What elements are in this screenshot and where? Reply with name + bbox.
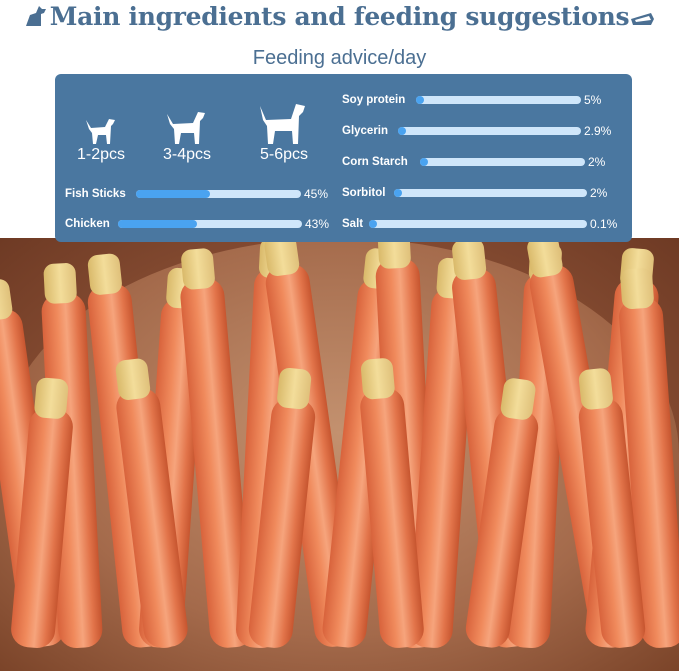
ingredient-bar [136,190,301,198]
dog-medium: 3-4pcs [163,106,211,164]
title-text: Main ingredients and feeding suggestions [49,2,630,31]
ingredient-value: 5% [584,93,602,107]
ingredient-row: Fish Sticks 45% [55,187,632,201]
ingredient-bar-fill [398,127,406,135]
ingredient-value: 2.9% [584,124,612,138]
ingredient-name: Fish Sticks [65,188,126,200]
ingredient-name: Chicken [65,218,110,230]
ingredient-bar-fill [420,158,428,166]
dog-small: 1-2pcs [77,114,125,164]
ingredient-name: Glycerin [342,125,389,137]
ingredient-name: Salt [342,218,364,230]
page-title: Main ingredients and feeding suggestions [0,2,679,31]
product-photo [0,238,679,671]
dog-large: 5-6pcs [258,98,310,164]
ingredient-name: Soy protein [342,94,406,106]
dog-label: 3-4pcs [163,146,212,163]
medium-dog-icon [167,112,206,144]
ingredient-value: 45% [304,187,329,201]
ingredient-value: 2% [590,186,608,200]
ingredient-name: Corn Starch [342,156,408,168]
ingredient-bar [420,158,585,166]
ingredient-row: Soy protein 5% [55,93,632,107]
ingredient-bar-fill [136,190,211,198]
ingredient-bar [394,189,587,197]
ingredient-row: Salt 0.1% [55,217,632,231]
ingredient-name: Sorbitol [342,187,386,199]
ingredient-value: 2% [588,155,606,169]
ingredient-value: 0.1% [590,217,618,231]
ingredient-bar-fill [416,96,425,104]
ingredient-bar [118,220,302,228]
ingredient-row: Sorbitol 2% [55,186,632,200]
large-dog-icon [260,104,305,144]
ingredient-bar [398,127,581,135]
ingredient-row: Glycerin 2.9% [55,124,632,138]
ingredient-bar [369,220,587,228]
dog-icon [25,6,46,26]
food-bowl-icon [631,13,655,25]
ingredient-bar-fill [118,220,198,228]
ingredient-bar-fill [394,189,402,197]
small-dog-icon [86,119,116,144]
dog-label: 1-2pcs [77,146,126,163]
dog-label: 5-6pcs [259,146,309,163]
ingredient-row: Chicken 43% [55,217,632,231]
ingredient-bar [416,96,581,104]
ingredient-row: Corn Starch 2% [55,155,632,169]
subtitle: Feeding advice/day [252,47,427,69]
ingredient-value: 43% [305,217,330,231]
ingredient-bar-fill [369,220,377,228]
ingredients-panel: 1-2pcs 3-4pcs 5-6pcs Fish Sticks 45% Chic… [55,74,632,242]
